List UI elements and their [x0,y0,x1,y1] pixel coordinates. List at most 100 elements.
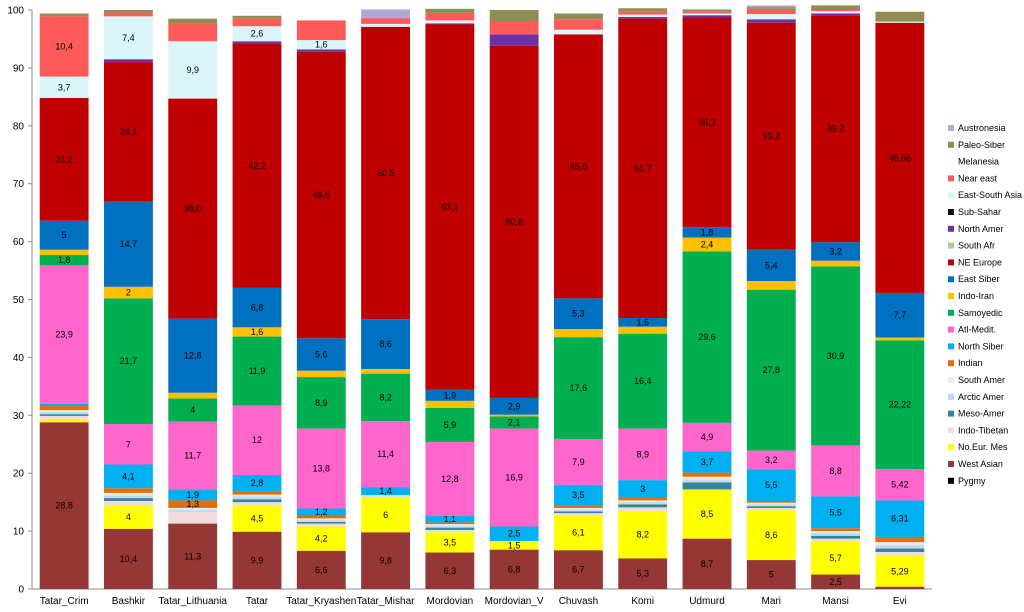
bar-segment [232,531,282,589]
data-label: 1,8 [58,255,71,265]
data-label: 10,4 [55,41,73,51]
data-label: 5,42 [891,480,909,490]
bar-segment [232,43,282,288]
data-label: 5,6 [315,350,328,360]
bar-segment [746,5,796,8]
bar-segment [618,558,668,589]
bar-segment [811,260,860,267]
legend-label: West Asian [958,459,1003,469]
legend-label: South Amer [958,375,1005,385]
bar-segment [489,10,539,22]
legend-label: NE Europe [958,257,1002,267]
legend-swatch [948,360,954,367]
bar-segment [554,505,603,508]
data-label: 45,6 [570,161,588,171]
bar-segment [168,392,218,399]
bar-segment [746,506,796,508]
legend-label: East-South Asia [958,190,1022,200]
x-tick-label: Komi [631,596,654,607]
bar-segment [489,549,539,589]
bar-segment [746,560,796,589]
bar-stack: 8,7 8,5 3,7 4,9 29,6 2,4 1,8 36,2 [682,9,732,589]
bar-segment [682,482,732,490]
bar-segment [682,538,732,589]
legend-label: Pygmy [958,476,986,486]
bar-segment [296,20,346,41]
data-label: 2,6 [251,29,264,39]
bar-segment [618,500,668,503]
bar-segment [746,280,796,290]
bars: 28,8 23,9 1,8 5 21,2 3,7 10,4 10,4 4 4,1 7 21,7 2 14,… [39,5,925,589]
legend-label: Indian [958,358,983,368]
data-label: 2,1 [508,418,521,428]
bar-segment [554,511,603,514]
x-tick-label: Mordovian [427,596,474,607]
bar-segment [425,407,475,442]
bar-segment [232,15,282,19]
data-label: 7 [126,439,131,449]
data-label: 5,9 [444,420,457,430]
bar-segment [875,11,925,22]
bar-segment [39,410,89,412]
data-label: 1,6 [251,327,264,337]
data-label: 4,2 [315,534,328,544]
bar-segment [232,474,282,492]
data-label: 5,5 [765,480,778,490]
bar-segment [746,500,796,503]
bar-segment [554,13,603,20]
data-label: 11,9 [249,366,266,376]
data-label: 50,5 [377,168,395,178]
bar-segment [682,479,732,483]
data-label: 1,6 [315,40,328,50]
y-tick-label: 0 [18,585,24,596]
x-tick-label: Tatar [246,596,269,607]
bar-segment [811,445,860,497]
bar-segment [168,489,218,501]
legend-swatch [948,326,954,333]
bar-segment [232,499,282,503]
data-label: 3,7 [58,82,71,92]
bar-segment [746,289,796,451]
data-label: 22,22 [889,400,912,410]
data-label: 29,6 [698,332,716,342]
bar-stack: 5,3 8,2 3 8,9 16,4 1,5 51,7 [618,8,668,589]
legend-swatch [948,158,954,165]
bar-segment [554,514,603,551]
bar-segment [875,545,925,549]
bar-segment [682,227,732,238]
bar-segment [618,504,668,508]
data-label: 11,4 [377,449,394,459]
bar-segment [361,496,410,498]
bar-segment [811,535,860,539]
bar-segment [875,21,925,22]
data-label: 1,8 [701,227,714,237]
bar-segment [104,298,153,424]
legend-label: Paleo-Siber [958,140,1005,150]
data-label: 10,4 [120,554,138,564]
bar-segment [811,541,860,575]
data-label: 27,8 [763,365,781,375]
legend: Austronesia Paleo-Siber Melanesia Near east… [948,123,1022,486]
bar-segment [104,505,153,529]
y-tick-label: 90 [13,63,25,74]
bar-segment [618,497,668,501]
bar-segment [618,11,668,15]
data-label: 2,8 [251,478,264,488]
data-label: 4 [126,512,131,522]
bar-segment [746,504,796,507]
bar-segment [811,538,860,542]
bar-segment [425,20,475,24]
bar-segment [554,19,603,30]
bar-segment [39,411,89,415]
data-label: 6,3 [444,566,457,576]
bar-segment [682,476,732,480]
bar-segment [682,451,732,473]
bar-segment [554,337,603,440]
bar-segment [361,9,410,19]
bar-segment [618,326,668,334]
bar-segment [875,500,925,537]
bar-stack: 11,3 1,31,9 11,7 4 12,8 38,0 9,9 [168,18,218,589]
x-tick-label: Mansi [822,596,849,607]
bar-segment [425,552,475,589]
y-tick-label: 60 [13,237,25,248]
